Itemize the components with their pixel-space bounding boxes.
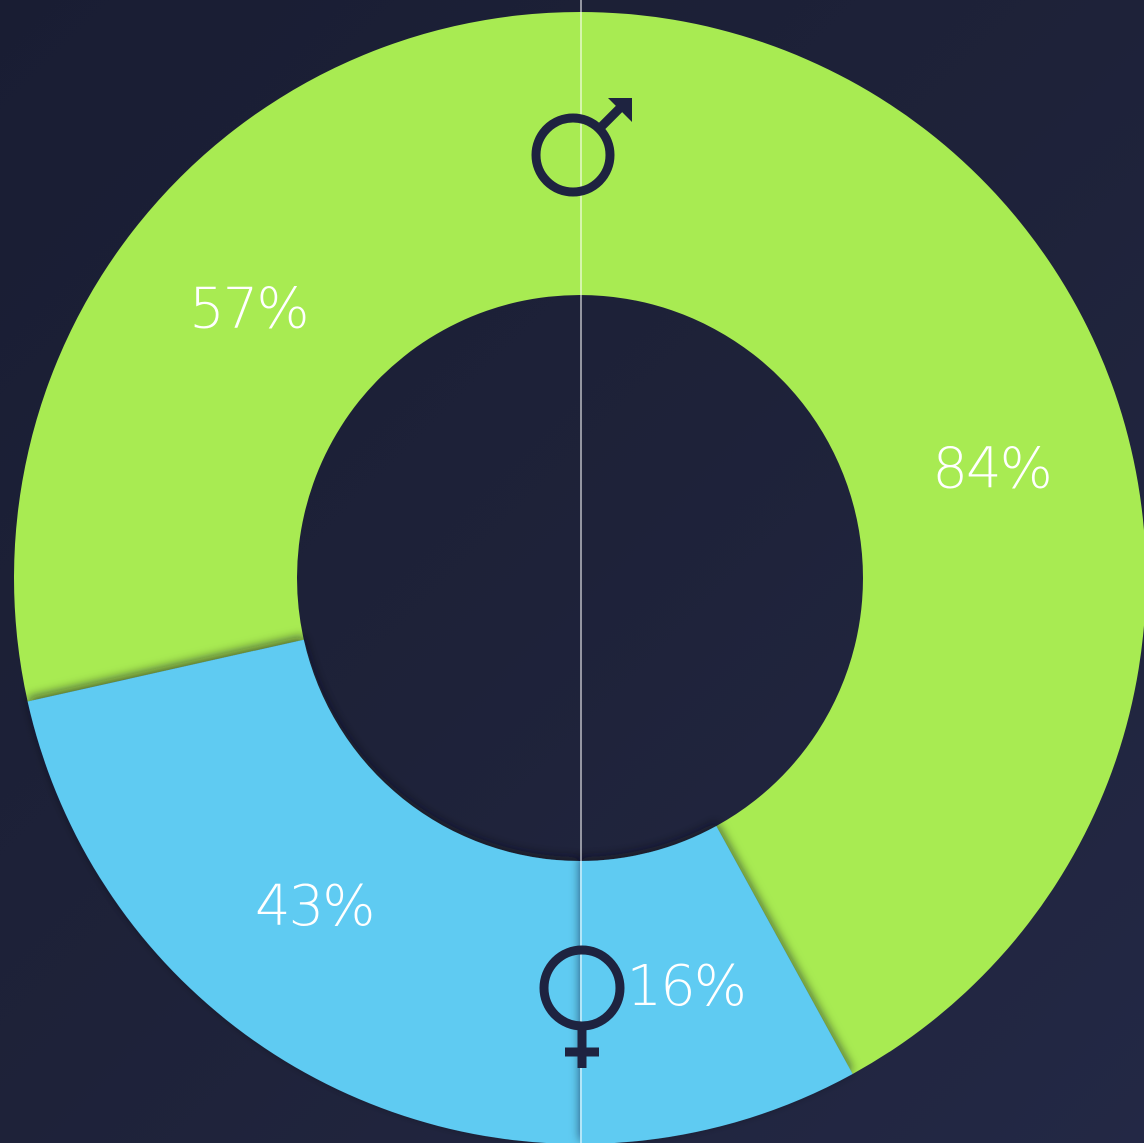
value-label: 43% [255,874,373,939]
value-label: 84% [932,437,1050,502]
donut-segment [27,639,580,1143]
donut-segment [580,825,853,1143]
labels: 57% 43% 84% 16% [189,277,1053,1019]
donut-segment [580,12,1144,1074]
donut [14,12,1144,1143]
donut-segment [14,12,581,702]
male-icon [531,98,632,197]
value-label: 57% [189,277,307,342]
value-label: 16% [626,954,744,1019]
female-icon [539,945,625,1068]
